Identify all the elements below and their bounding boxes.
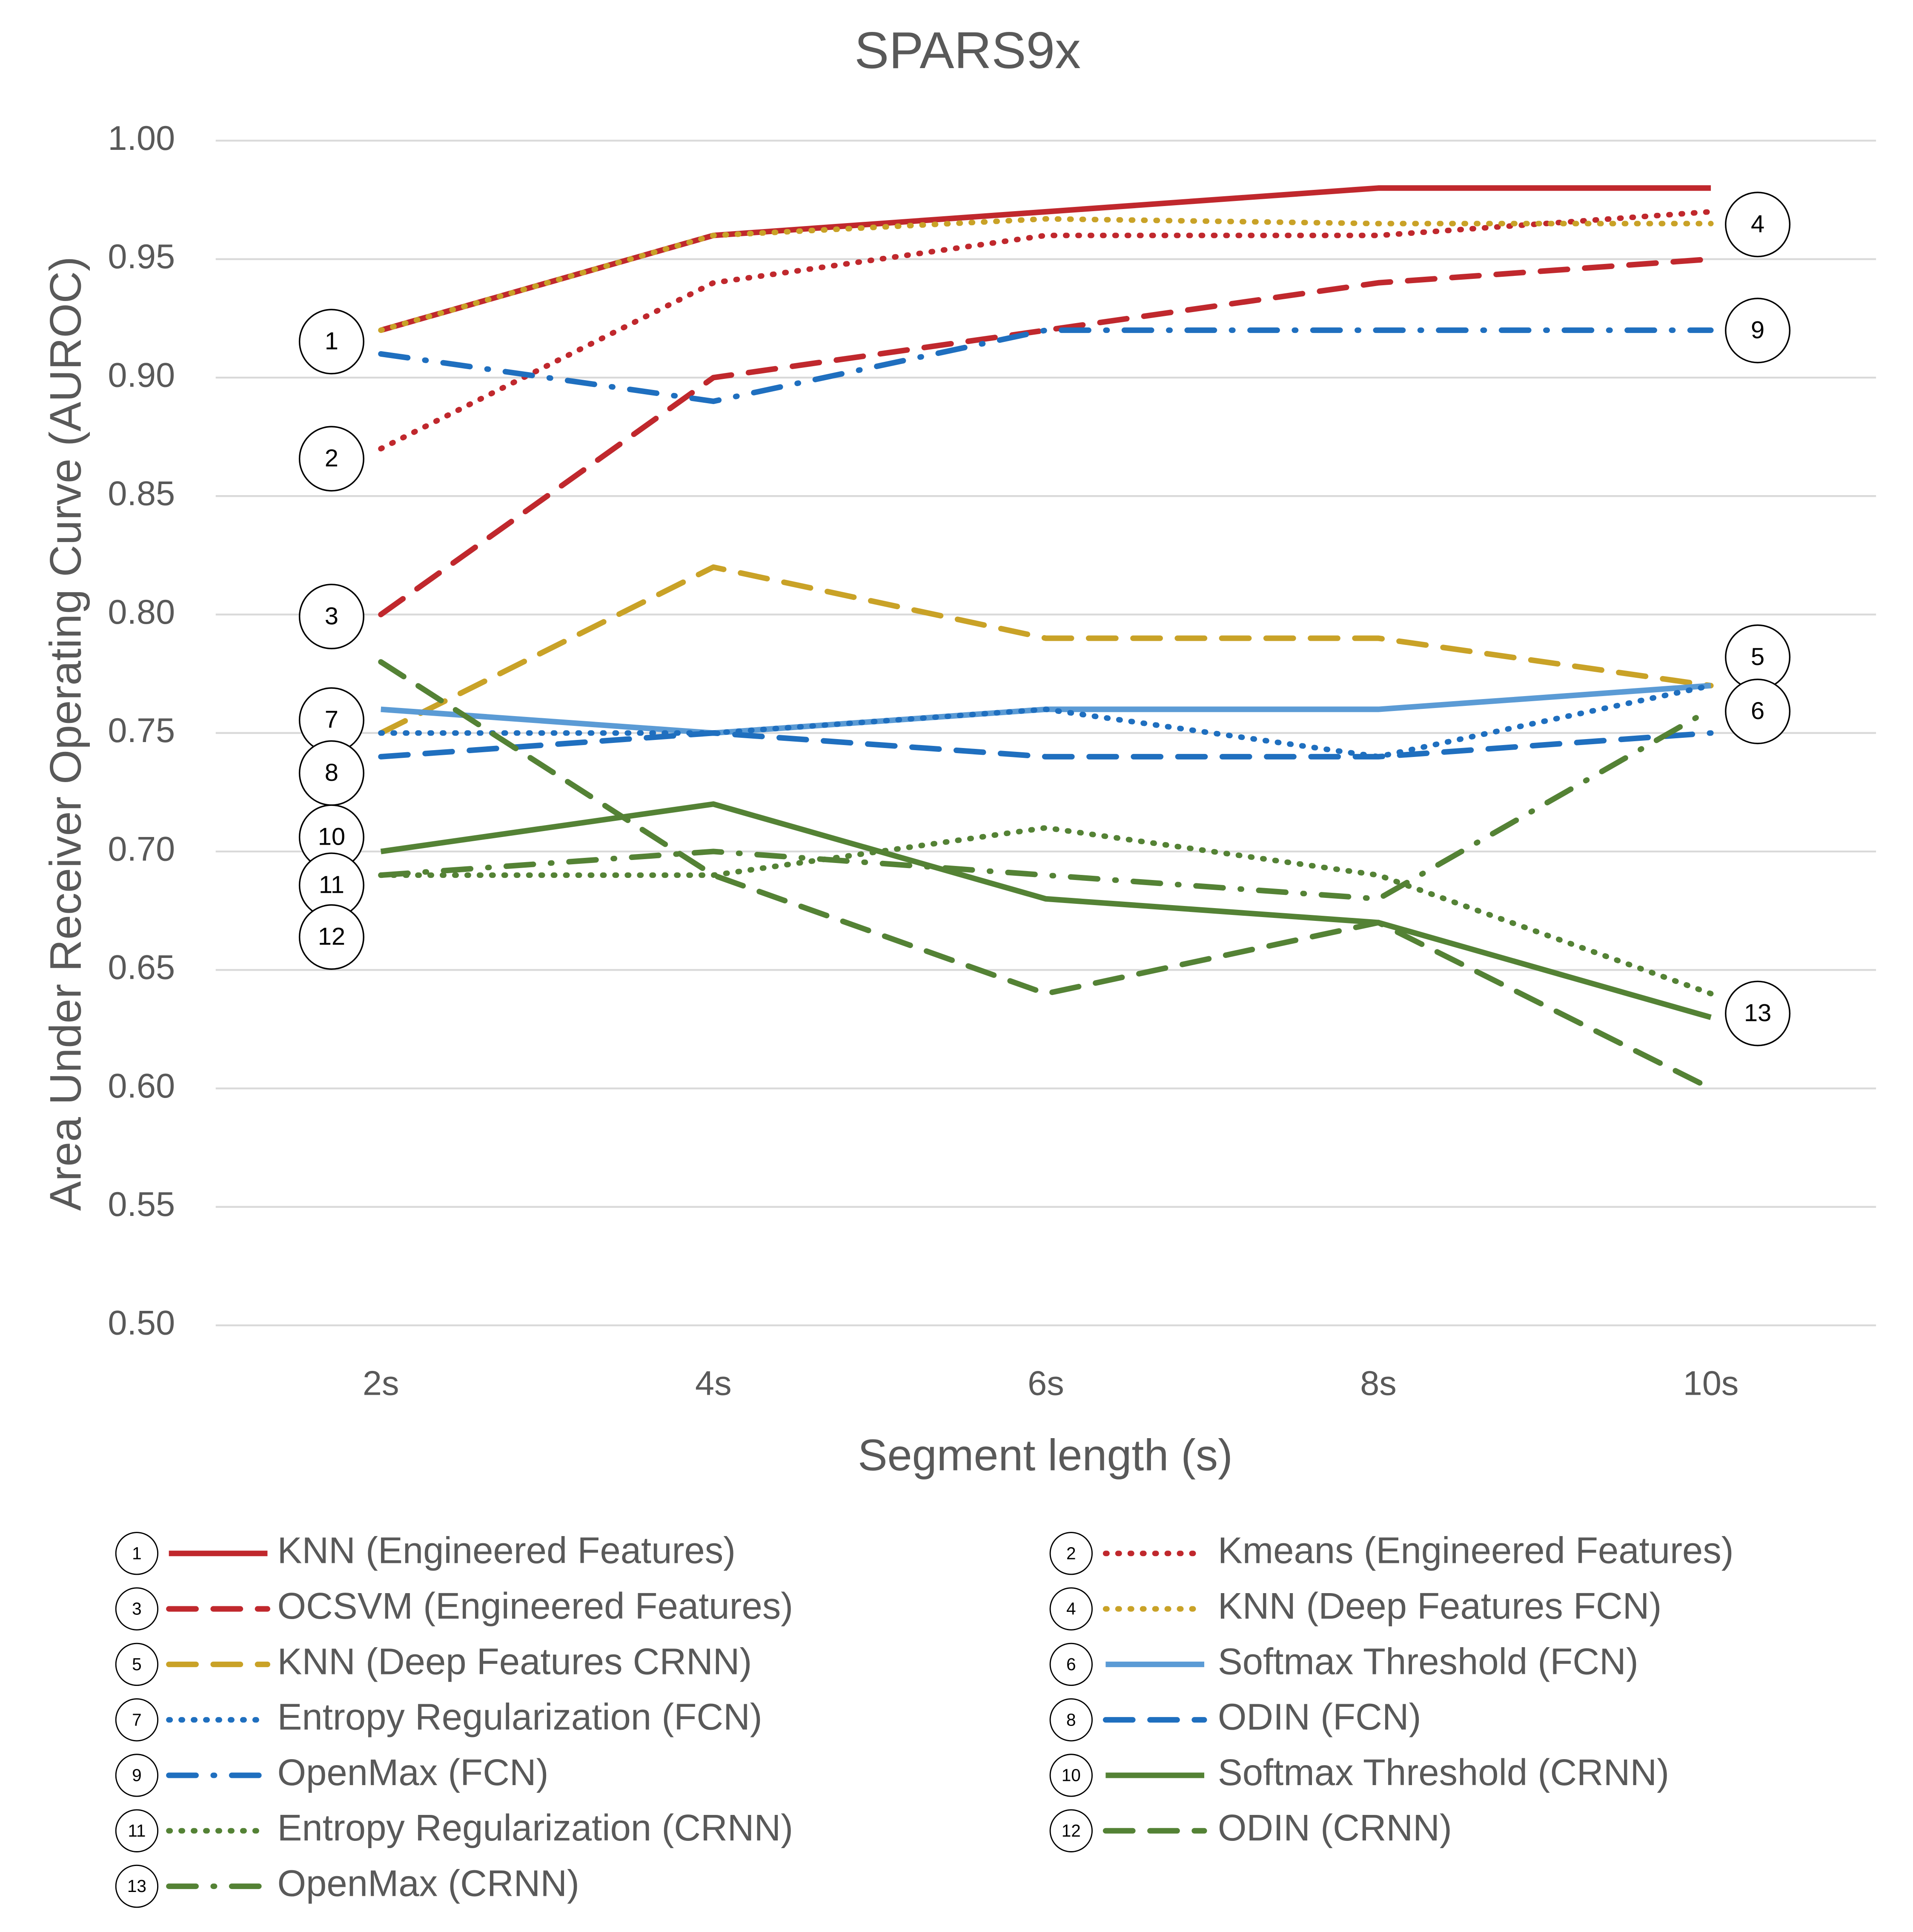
legend-label: Entropy Regularization (CRNN) <box>278 1807 793 1849</box>
legend-label: Softmax Threshold (FCN) <box>1218 1641 1638 1682</box>
legend-number: 1 <box>132 1543 142 1563</box>
callout-circle <box>298 904 364 970</box>
callout-label: 10 <box>318 823 345 851</box>
legend-number: 11 <box>128 1821 146 1840</box>
legend-label: Softmax Threshold (CRNN) <box>1218 1752 1669 1793</box>
y-axis-label: Area Under Receiver Operating Curve (AUR… <box>41 256 91 1211</box>
series-line <box>378 327 1714 404</box>
legend-label: ODIN (CRNN) <box>1218 1807 1452 1849</box>
series-line <box>378 659 1714 1092</box>
y-tick-label: 0.75 <box>108 711 175 750</box>
y-tick-label: 0.60 <box>108 1067 175 1105</box>
legend-circle <box>115 1698 159 1742</box>
legend-circle <box>115 1532 159 1575</box>
legend-label: OCSVM (Engineered Features) <box>278 1585 793 1627</box>
legend-number: 9 <box>132 1766 142 1785</box>
legend-number: 12 <box>1062 1821 1081 1840</box>
callout-label: 6 <box>1751 697 1764 725</box>
legend-label: Entropy Regularization (FCN) <box>278 1697 762 1738</box>
y-tick-label: 0.55 <box>108 1185 175 1224</box>
legend-number: 4 <box>1066 1599 1076 1619</box>
callout-circle <box>1725 192 1791 258</box>
x-tick-label: 4s <box>695 1364 732 1402</box>
legend-number: 10 <box>1062 1766 1081 1785</box>
x-tick-label: 10s <box>1683 1364 1739 1402</box>
legend-label: OpenMax (CRNN) <box>278 1863 579 1904</box>
series-line <box>378 730 1714 760</box>
callout-circle <box>298 584 364 650</box>
legend-number: 8 <box>1066 1710 1076 1729</box>
legend-label: ODIN (FCN) <box>1218 1697 1421 1738</box>
chart-title: SPARS9x <box>854 21 1081 79</box>
legend-circle <box>1049 1587 1093 1631</box>
series-line <box>378 825 1714 997</box>
callout-label: 3 <box>325 602 338 630</box>
legend-label: OpenMax (FCN) <box>278 1752 549 1793</box>
callout-label: 2 <box>325 445 338 472</box>
callout-circle <box>1725 980 1791 1046</box>
legend-circle <box>1049 1532 1093 1575</box>
callout-circle <box>1725 298 1791 364</box>
y-tick-label: 1.00 <box>108 119 175 158</box>
y-tick-label: 0.90 <box>108 356 175 394</box>
legend-circle <box>1049 1809 1093 1852</box>
legend-label: KNN (Deep Features FCN) <box>1218 1585 1662 1627</box>
legend-number: 13 <box>127 1876 146 1896</box>
y-tick-label: 0.70 <box>108 830 175 868</box>
y-tick-label: 0.80 <box>108 593 175 631</box>
callout-label: 1 <box>325 328 338 355</box>
legend-circle <box>1049 1642 1093 1686</box>
x-tick-label: 8s <box>1360 1364 1397 1402</box>
x-axis-label: Segment length (s) <box>858 1430 1233 1480</box>
series-line <box>378 682 1714 760</box>
series-line <box>380 801 1712 1020</box>
legend-number: 2 <box>1066 1543 1076 1563</box>
y-tick-label: 0.85 <box>108 475 175 513</box>
callout-label: 7 <box>325 706 338 734</box>
series-line <box>378 216 1714 333</box>
legend-number: 5 <box>132 1654 142 1674</box>
series-line <box>378 706 1714 902</box>
x-tick-label: 6s <box>1028 1364 1064 1402</box>
series-line <box>378 256 1714 617</box>
legend-circle <box>1049 1754 1093 1797</box>
legend-circle <box>115 1642 159 1686</box>
callout-label: 5 <box>1751 643 1764 671</box>
callout-circle <box>1725 679 1791 745</box>
legend-label: KNN (Engineered Features) <box>278 1530 736 1571</box>
legend-label: Kmeans (Engineered Features) <box>1218 1530 1734 1571</box>
callout-label: 12 <box>318 923 345 950</box>
legend-circle <box>115 1754 159 1797</box>
y-tick-label: 0.95 <box>108 238 175 276</box>
callout-circle <box>298 426 364 492</box>
x-tick-label: 2s <box>363 1364 399 1402</box>
callout-label: 8 <box>325 759 338 786</box>
legend-circle <box>115 1587 159 1631</box>
series-line <box>380 185 1711 333</box>
legend-circle <box>1049 1698 1093 1742</box>
y-tick-label: 0.65 <box>108 949 175 987</box>
series-line <box>378 209 1714 452</box>
legend-number: 7 <box>132 1710 142 1729</box>
callout-label: 9 <box>1751 317 1764 344</box>
legend-number: 3 <box>132 1599 142 1619</box>
legend-circle <box>115 1809 159 1852</box>
callout-label: 11 <box>319 871 344 899</box>
series-line <box>378 564 1714 736</box>
legend-circle <box>115 1864 159 1908</box>
callout-label: 13 <box>1744 1000 1771 1027</box>
y-tick-label: 0.50 <box>108 1304 175 1342</box>
callout-label: 4 <box>1751 210 1764 238</box>
legend-number: 6 <box>1066 1654 1076 1674</box>
legend-label: KNN (Deep Features CRNN) <box>278 1641 752 1682</box>
callout-circle <box>298 309 364 375</box>
